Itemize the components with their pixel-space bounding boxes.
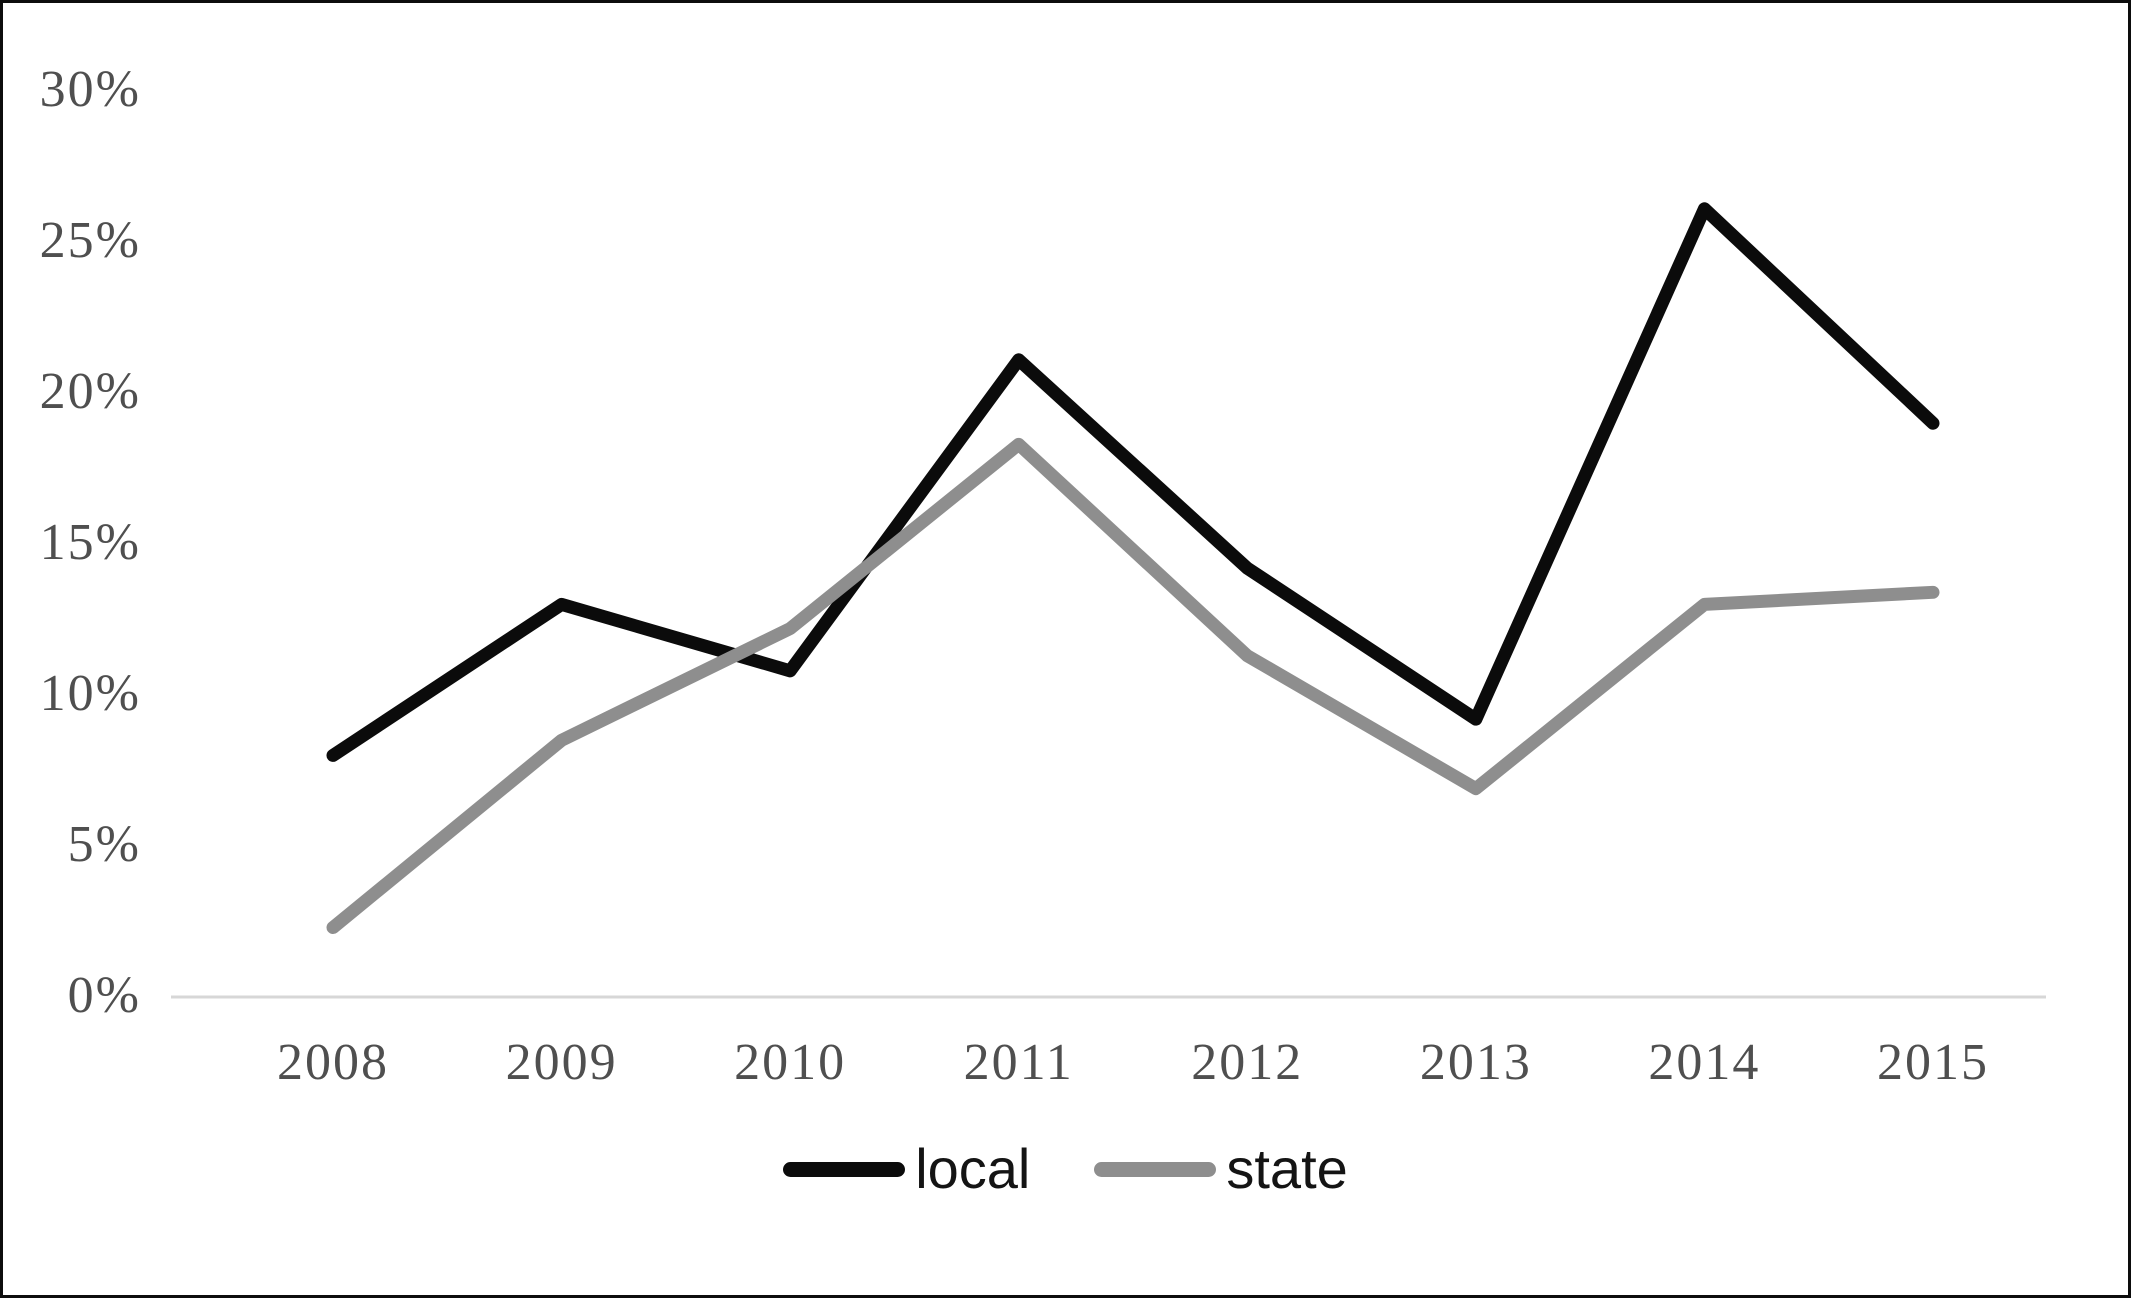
y-tick-label: 10% <box>39 665 141 722</box>
x-tick-label: 2010 <box>734 1034 847 1091</box>
state-legend-line-icon <box>1094 1161 1217 1177</box>
local-legend-line-icon <box>783 1161 906 1177</box>
local-series-line <box>326 202 1940 762</box>
x-tick-label: 2009 <box>505 1034 618 1091</box>
line-chart-plot-area <box>171 202 2046 999</box>
legend-item-state: state <box>1094 1137 1348 1200</box>
legend: local state <box>3 1139 2128 1199</box>
y-tick-label: 25% <box>39 212 141 269</box>
y-tick-label: 5% <box>67 816 141 873</box>
legend-label: state <box>1226 1137 1348 1200</box>
y-tick-label: 20% <box>39 363 141 420</box>
x-tick-label: 2015 <box>1876 1034 1989 1091</box>
x-tick-label: 2014 <box>1648 1034 1761 1091</box>
y-tick-label: 15% <box>39 514 141 571</box>
x-tick-label: 2013 <box>1419 1034 1532 1091</box>
y-tick-label: 0% <box>67 967 141 1024</box>
state-series-line <box>326 437 1940 935</box>
x-tick-label: 2008 <box>277 1034 389 1091</box>
legend-label: local <box>915 1137 1031 1200</box>
x-tick-label: 2011 <box>963 1034 1074 1091</box>
x-tick-label: 2012 <box>1191 1034 1304 1091</box>
legend-item-local: local <box>783 1139 1030 1199</box>
y-tick-label: 30% <box>39 61 141 118</box>
